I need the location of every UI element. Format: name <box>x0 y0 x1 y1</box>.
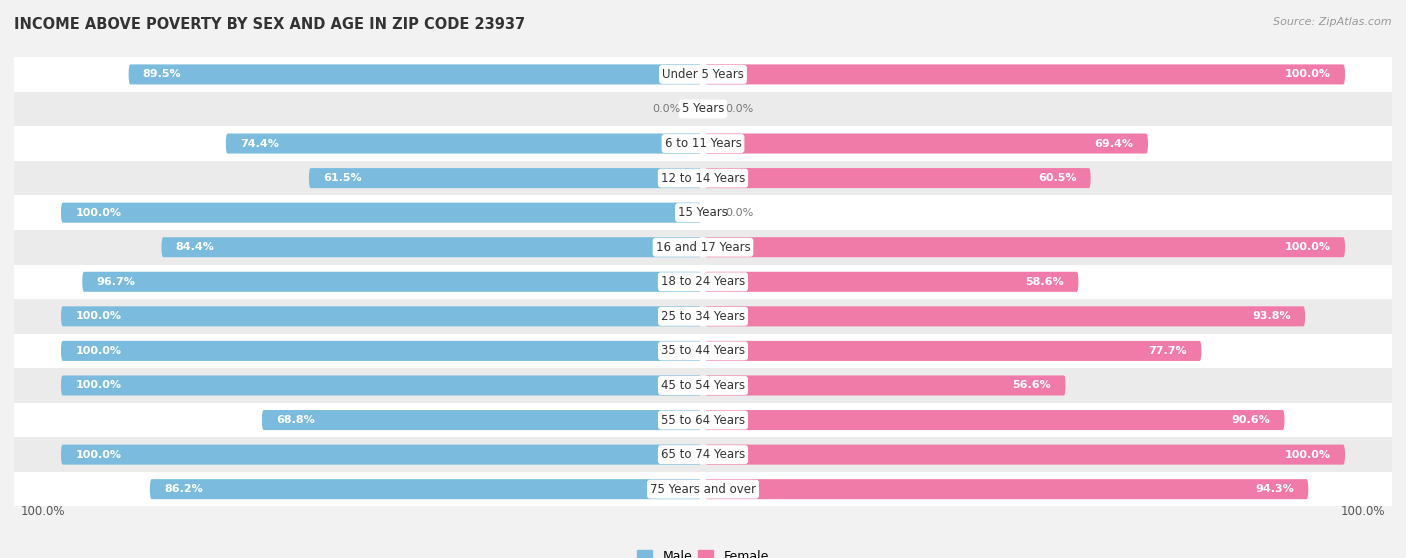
Text: 100.0%: 100.0% <box>76 450 121 460</box>
Text: 100.0%: 100.0% <box>21 505 65 518</box>
Text: 93.8%: 93.8% <box>1253 311 1291 321</box>
FancyBboxPatch shape <box>704 272 1078 292</box>
Text: 100.0%: 100.0% <box>1285 450 1330 460</box>
Text: 100.0%: 100.0% <box>76 208 121 218</box>
FancyBboxPatch shape <box>704 445 1346 465</box>
Text: 58.6%: 58.6% <box>1025 277 1064 287</box>
Text: INCOME ABOVE POVERTY BY SEX AND AGE IN ZIP CODE 23937: INCOME ABOVE POVERTY BY SEX AND AGE IN Z… <box>14 17 526 32</box>
Bar <box>14 92 1392 126</box>
Text: 96.7%: 96.7% <box>97 277 135 287</box>
FancyBboxPatch shape <box>704 237 1346 257</box>
Text: 89.5%: 89.5% <box>143 69 181 79</box>
Text: 90.6%: 90.6% <box>1232 415 1270 425</box>
Bar <box>14 230 1392 264</box>
Text: 60.5%: 60.5% <box>1038 173 1077 183</box>
Text: 18 to 24 Years: 18 to 24 Years <box>661 275 745 288</box>
Bar <box>14 299 1392 334</box>
Text: 12 to 14 Years: 12 to 14 Years <box>661 172 745 185</box>
FancyBboxPatch shape <box>704 410 1285 430</box>
FancyBboxPatch shape <box>128 64 702 84</box>
Text: 74.4%: 74.4% <box>240 138 278 148</box>
Text: 5 Years: 5 Years <box>682 103 724 116</box>
Text: Source: ZipAtlas.com: Source: ZipAtlas.com <box>1274 17 1392 27</box>
Text: 68.8%: 68.8% <box>276 415 315 425</box>
FancyBboxPatch shape <box>704 168 1091 188</box>
Bar <box>14 472 1392 507</box>
FancyBboxPatch shape <box>704 64 1346 84</box>
FancyBboxPatch shape <box>60 306 702 326</box>
FancyBboxPatch shape <box>309 168 702 188</box>
FancyBboxPatch shape <box>704 205 711 220</box>
Bar <box>14 126 1392 161</box>
Bar <box>14 368 1392 403</box>
Text: 35 to 44 Years: 35 to 44 Years <box>661 344 745 358</box>
Legend: Male, Female: Male, Female <box>637 550 769 558</box>
Bar <box>14 161 1392 195</box>
FancyBboxPatch shape <box>60 341 702 361</box>
FancyBboxPatch shape <box>695 101 702 117</box>
Bar <box>14 264 1392 299</box>
Text: 100.0%: 100.0% <box>76 381 121 391</box>
Text: 100.0%: 100.0% <box>1285 69 1330 79</box>
Bar <box>14 57 1392 92</box>
FancyBboxPatch shape <box>262 410 702 430</box>
Text: 16 and 17 Years: 16 and 17 Years <box>655 240 751 254</box>
Text: 15 Years: 15 Years <box>678 206 728 219</box>
Text: 65 to 74 Years: 65 to 74 Years <box>661 448 745 461</box>
Bar <box>14 195 1392 230</box>
Text: 69.4%: 69.4% <box>1095 138 1133 148</box>
FancyBboxPatch shape <box>704 376 1066 396</box>
Bar <box>14 437 1392 472</box>
Text: 100.0%: 100.0% <box>76 311 121 321</box>
FancyBboxPatch shape <box>704 306 1305 326</box>
Bar <box>14 403 1392 437</box>
FancyBboxPatch shape <box>60 376 702 396</box>
FancyBboxPatch shape <box>162 237 702 257</box>
Text: 0.0%: 0.0% <box>652 104 681 114</box>
Text: 77.7%: 77.7% <box>1149 346 1187 356</box>
Text: 0.0%: 0.0% <box>725 208 754 218</box>
Text: 56.6%: 56.6% <box>1012 381 1052 391</box>
Text: Under 5 Years: Under 5 Years <box>662 68 744 81</box>
FancyBboxPatch shape <box>704 133 1147 153</box>
Text: 100.0%: 100.0% <box>1285 242 1330 252</box>
Text: 61.5%: 61.5% <box>323 173 361 183</box>
Text: 25 to 34 Years: 25 to 34 Years <box>661 310 745 323</box>
FancyBboxPatch shape <box>60 445 702 465</box>
FancyBboxPatch shape <box>704 479 1309 499</box>
Text: 55 to 64 Years: 55 to 64 Years <box>661 413 745 426</box>
Text: 84.4%: 84.4% <box>176 242 215 252</box>
FancyBboxPatch shape <box>82 272 702 292</box>
FancyBboxPatch shape <box>60 203 702 223</box>
Text: 94.3%: 94.3% <box>1256 484 1294 494</box>
FancyBboxPatch shape <box>704 101 711 117</box>
Text: 45 to 54 Years: 45 to 54 Years <box>661 379 745 392</box>
Bar <box>14 334 1392 368</box>
Text: 0.0%: 0.0% <box>725 104 754 114</box>
Text: 75 Years and over: 75 Years and over <box>650 483 756 496</box>
Text: 86.2%: 86.2% <box>165 484 202 494</box>
Text: 100.0%: 100.0% <box>1341 505 1385 518</box>
FancyBboxPatch shape <box>704 341 1201 361</box>
FancyBboxPatch shape <box>226 133 702 153</box>
Text: 6 to 11 Years: 6 to 11 Years <box>665 137 741 150</box>
Text: 100.0%: 100.0% <box>76 346 121 356</box>
FancyBboxPatch shape <box>150 479 702 499</box>
